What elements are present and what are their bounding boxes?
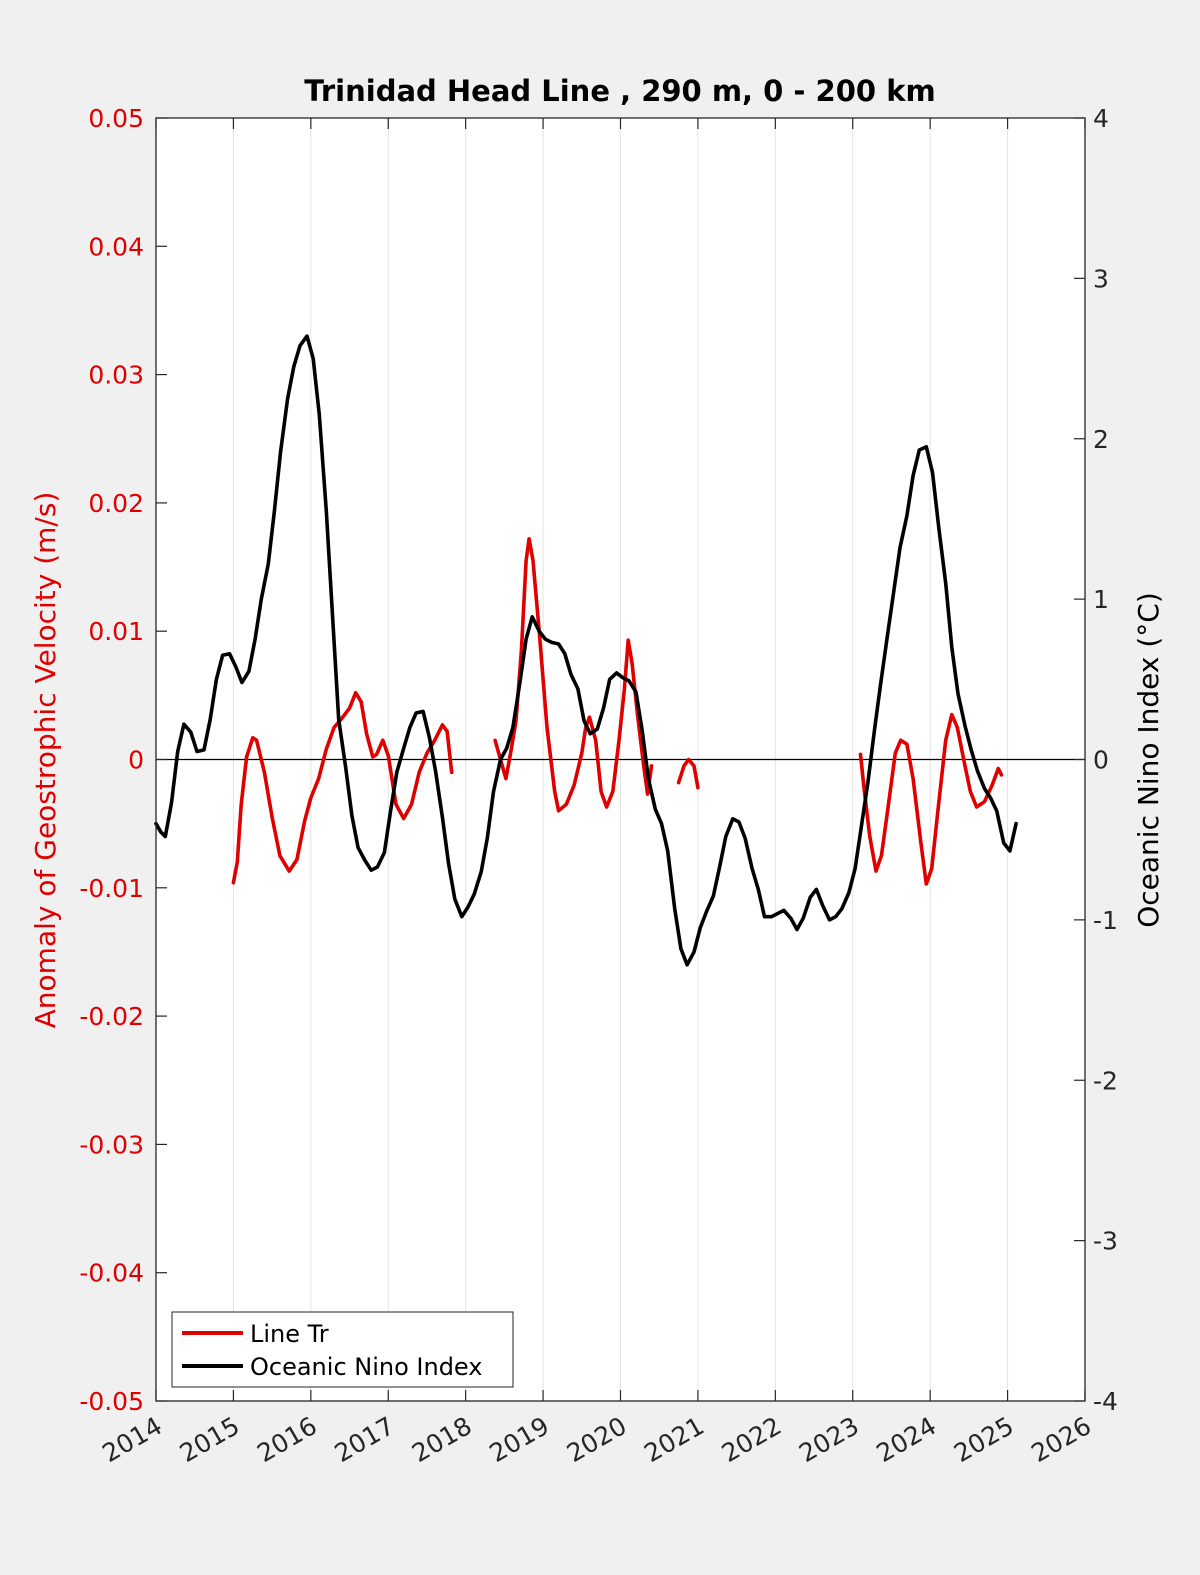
left-y-tick-label: -0.01 [79, 874, 144, 903]
left-y-tick-label: 0 [128, 746, 144, 775]
x-tick-label: 2017 [330, 1411, 400, 1468]
right-y-axis: 4 3 2 1 0 -1 -2 -3 -4 [1074, 104, 1118, 1416]
x-tick-label: 2015 [175, 1411, 245, 1468]
left-y-tick-label: 0.05 [88, 104, 144, 133]
x-tick-label: 2025 [949, 1411, 1019, 1468]
right-y-tick-label: -2 [1093, 1066, 1118, 1095]
legend-label-line-tr: Line Tr [250, 1320, 329, 1348]
right-y-tick-label: 0 [1093, 746, 1109, 775]
left-y-tick-label: 0.04 [88, 232, 144, 261]
line-tr-segment [231, 691, 454, 885]
left-y-tick-label: 0.01 [88, 617, 144, 646]
right-y-tick-label: 2 [1093, 425, 1109, 454]
x-tick-label: 2022 [717, 1411, 787, 1468]
x-tick-label: 2023 [794, 1411, 864, 1468]
line-tr-segment [858, 712, 1004, 886]
oni-series [154, 334, 1018, 967]
right-y-tick-label: 4 [1093, 104, 1109, 133]
right-y-tick-label: 3 [1093, 264, 1109, 293]
x-tick-label: 2021 [639, 1411, 709, 1468]
x-tick-label: 2019 [484, 1411, 554, 1468]
x-tick-label: 2016 [252, 1411, 322, 1468]
left-y-tick-label: -0.04 [79, 1259, 144, 1288]
x-tick-label: 2020 [562, 1411, 632, 1468]
left-y-tick-label: -0.03 [79, 1130, 144, 1159]
left-y-axis-label: Anomaly of Geostrophic Velocity (m/s) [29, 492, 62, 1029]
x-tick-label: 2026 [1026, 1411, 1096, 1468]
line-tr-series [231, 537, 1004, 886]
right-y-axis-label: Oceanic Nino Index (°C) [1132, 592, 1165, 928]
right-y-tick-label: -1 [1093, 906, 1118, 935]
x-tick-label: 2014 [97, 1411, 167, 1468]
left-y-tick-label: 0.02 [88, 489, 144, 518]
line-tr-segment [493, 537, 654, 813]
right-y-tick-label: -3 [1093, 1227, 1118, 1256]
left-y-tick-label: -0.05 [79, 1387, 144, 1416]
oni-line-segment [154, 334, 1018, 967]
left-y-tick-label: -0.02 [79, 1002, 144, 1031]
x-tick-label: 2018 [407, 1411, 477, 1468]
line-tr-segment [676, 757, 700, 790]
x-tick-label: 2024 [872, 1411, 942, 1468]
left-y-axis: 0.05 0.04 0.03 0.02 0.01 0 -0.01 -0.02 -0.03 -0.0… [79, 104, 167, 1416]
legend-box [171, 1311, 514, 1388]
legend-label-oni: Oceanic Nino Index [250, 1353, 482, 1381]
right-y-tick-label: -4 [1093, 1387, 1118, 1416]
legend: Line Tr Oceanic Nino Index [171, 1311, 514, 1388]
left-y-tick-label: 0.03 [88, 361, 144, 390]
right-y-tick-label: 1 [1093, 585, 1109, 614]
chart-title: Trinidad Head Line , 290 m, 0 - 200 km [304, 74, 935, 108]
